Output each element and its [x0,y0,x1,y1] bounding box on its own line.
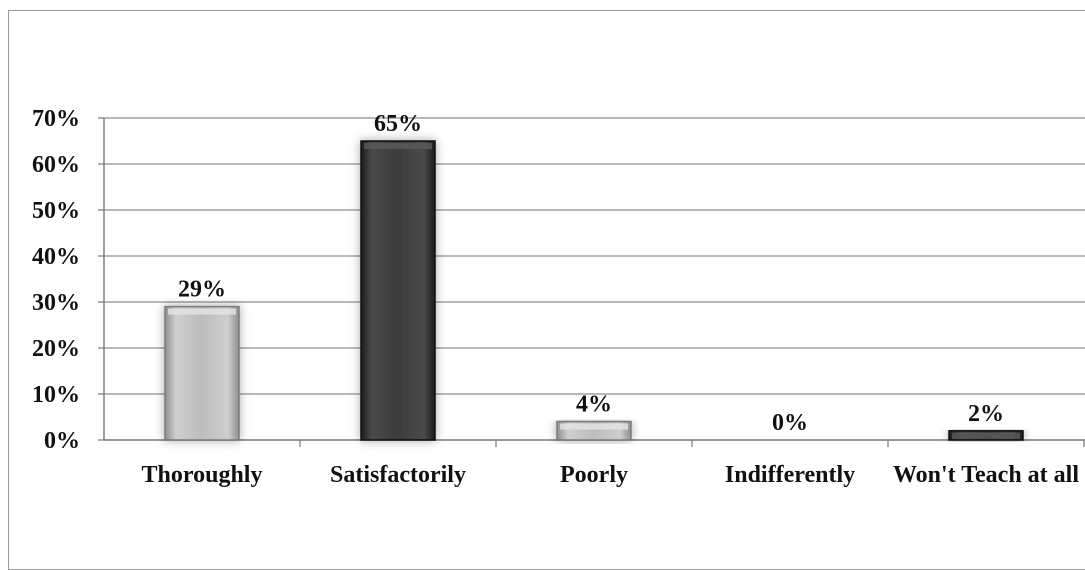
bar-bevel [952,432,1020,439]
y-tick-label: 10% [32,382,80,408]
category-label: Poorly [560,462,628,488]
category-labels: Thoroughly Satisfactorily Poorly Indifferen… [142,462,1080,488]
data-label: 4% [576,392,612,418]
bar [164,305,240,441]
category-label: Indifferently [725,462,855,488]
y-tick-label: 30% [32,290,80,316]
bar-bevel [364,143,432,149]
data-label: 0% [772,410,808,436]
data-labels: 29% 65% 4% 0% 2% [178,111,1004,436]
y-axis-tick-labels: 0% 10% 20% 30% 40% 50% 60% 70% [32,106,80,454]
bar [360,140,436,441]
data-label: 29% [178,277,226,303]
y-tick-label: 60% [32,152,80,178]
gridlines [104,117,1085,395]
data-label: 2% [968,401,1004,427]
bars [164,140,1024,441]
bar-bevel [560,423,628,430]
category-label: Won't Teach at all [893,462,1079,488]
data-label: 65% [374,111,422,137]
y-tick-label: 20% [32,336,80,362]
chart-frame [8,10,1085,570]
y-tick-label: 0% [44,428,80,454]
category-label: Satisfactorily [330,462,466,488]
y-tick-label: 50% [32,198,80,224]
y-tick-label: 40% [32,244,80,270]
bar-chart: 0% 10% 20% 30% 40% 50% 60% 70% 29% 65% 4% 0% 2% Tho… [32,106,1085,488]
bar-bevel [168,308,236,315]
y-tick-label: 70% [32,106,80,132]
category-label: Thoroughly [142,462,263,488]
